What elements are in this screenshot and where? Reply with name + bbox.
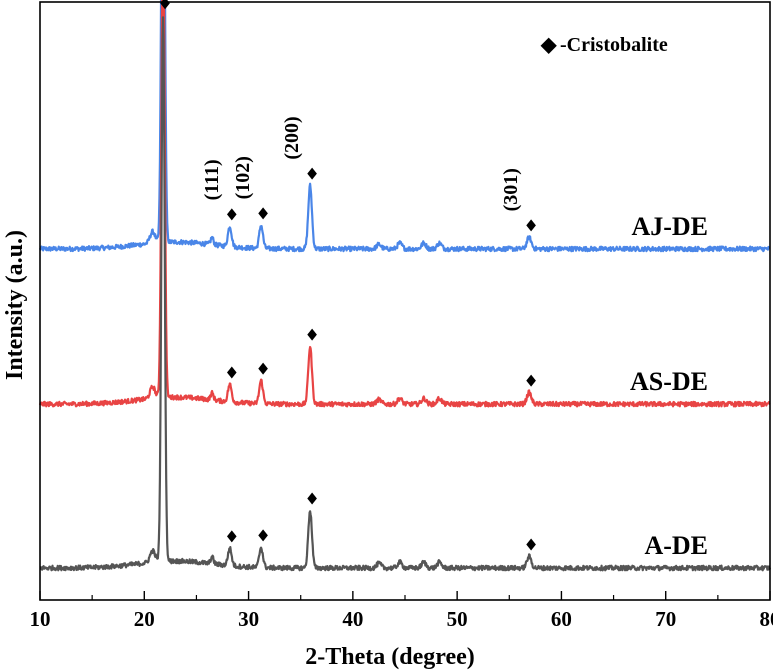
peak-diamond-icon: [307, 492, 317, 505]
x-tick-label: 40: [342, 607, 363, 631]
legend-label: -Cristobalite: [560, 34, 668, 56]
peak-label-layer: (101)(111)(102)(200)(301): [201, 116, 522, 211]
series-label-layer: AJ-DE AS-DE A-DE: [630, 212, 708, 560]
x-axis-ticks: 10 20 30 40 50 60 70 80: [30, 591, 773, 631]
x-tick-label: 50: [447, 607, 468, 631]
x-tick-label: 10: [30, 607, 51, 631]
peak-hkl-label: (200): [281, 116, 303, 159]
plot-frame: [39, 1, 771, 601]
series-label-aj-de: AJ-DE: [631, 212, 708, 241]
peak-diamond-icon: [526, 538, 536, 551]
x-tick-label: 60: [551, 607, 572, 631]
peak-hkl-label: (102): [232, 156, 254, 199]
peak-diamond-icon: [227, 366, 237, 379]
peak-diamond-icon: [307, 328, 317, 341]
peak-hkl-label: (111): [201, 159, 223, 200]
x-axis-label: 2-Theta (degree): [305, 644, 475, 670]
legend: ◆ -Cristobalite: [540, 34, 668, 56]
peak-diamond-icon: [307, 167, 317, 180]
peak-diamond-icon: [227, 208, 237, 221]
x-tick-label: 20: [134, 607, 155, 631]
x-tick-label: 80: [760, 607, 773, 631]
series-label-as-de: AS-DE: [630, 367, 708, 396]
peak-diamond-icon: [526, 374, 536, 387]
peak-diamond-icon: [258, 529, 268, 542]
series-line-a-de: [39, 16, 772, 572]
peak-diamond-icon: [258, 207, 268, 220]
x-tick-label: 30: [238, 607, 259, 631]
y-axis-label: Intensity (a.u.): [2, 230, 28, 380]
x-tick-label: 70: [655, 607, 676, 631]
series-line-as-de: [38, 0, 771, 408]
peak-diamond-icon: [526, 219, 536, 232]
series-layer: [38, 0, 772, 572]
legend-diamond-icon: ◆: [540, 34, 557, 56]
peak-marker-layer: [160, 0, 536, 551]
peak-diamond-icon: [227, 530, 237, 543]
peak-diamond-icon: [258, 362, 268, 375]
series-line-aj-de: [38, 0, 771, 253]
peak-hkl-label: (301): [500, 168, 522, 211]
series-label-a-de: A-DE: [644, 531, 708, 560]
